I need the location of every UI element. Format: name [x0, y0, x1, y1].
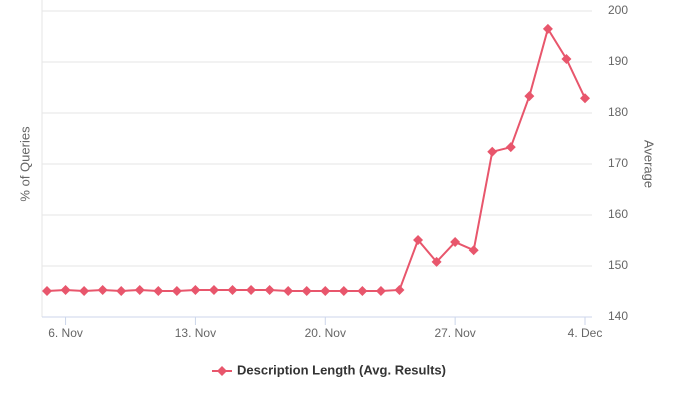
point-marker	[505, 142, 516, 153]
point-marker	[542, 23, 553, 34]
point-marker	[487, 146, 498, 157]
x-tick-label: 13. Nov	[175, 326, 216, 340]
y2-tick-label: 180	[608, 105, 628, 119]
y-axis-title: % of Queries	[17, 126, 32, 202]
point-marker	[97, 284, 108, 295]
point-marker	[357, 285, 368, 296]
point-marker	[580, 93, 590, 104]
point-marker	[208, 284, 219, 295]
point-marker	[524, 91, 535, 102]
point-marker	[283, 285, 294, 296]
x-tick-label: 6. Nov	[48, 326, 83, 340]
point-marker	[431, 256, 442, 267]
point-marker	[79, 285, 90, 296]
x-tick-label: 20. Nov	[305, 326, 346, 340]
point-marker	[42, 285, 52, 296]
point-marker	[338, 285, 349, 296]
x-tick-label: 27. Nov	[434, 326, 475, 340]
point-marker	[171, 285, 182, 296]
y2-tick-label: 170	[608, 156, 628, 170]
y2-tick-label: 190	[608, 54, 628, 68]
point-marker	[153, 285, 164, 296]
y2-tick-label: 150	[608, 258, 628, 272]
y2-tick-label: 140	[608, 309, 628, 323]
legend-label[interactable]: Description Length (Avg. Results)	[237, 362, 446, 377]
point-marker	[190, 284, 201, 295]
legend-marker	[217, 366, 227, 376]
series-line	[46, 26, 586, 292]
y2-tick-label: 200	[608, 3, 628, 17]
point-marker	[394, 284, 405, 295]
x-tick-label: 4. Dec	[568, 326, 603, 340]
point-marker	[116, 285, 127, 296]
point-marker	[246, 284, 257, 295]
point-marker	[375, 285, 386, 296]
point-marker	[320, 285, 331, 296]
y2-tick-label: 160	[608, 207, 628, 221]
y2-axis-title: Average	[642, 140, 657, 188]
point-marker	[227, 284, 238, 295]
point-marker	[134, 284, 145, 295]
point-marker	[450, 237, 461, 248]
point-marker	[468, 245, 479, 256]
point-marker	[301, 285, 312, 296]
point-marker	[264, 284, 275, 295]
point-marker	[413, 234, 424, 245]
point-marker	[561, 53, 572, 64]
point-marker	[60, 284, 71, 295]
